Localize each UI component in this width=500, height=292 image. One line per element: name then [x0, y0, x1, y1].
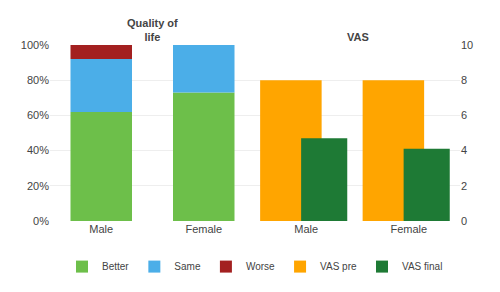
svg-text:60%: 60% — [27, 109, 49, 121]
svg-text:0: 0 — [461, 215, 467, 227]
svg-text:Female: Female — [390, 223, 427, 235]
svg-text:VAS final: VAS final — [402, 261, 442, 272]
svg-text:4: 4 — [461, 144, 467, 156]
svg-text:100%: 100% — [21, 39, 49, 51]
svg-text:20%: 20% — [27, 180, 49, 192]
svg-text:Male: Male — [294, 223, 318, 235]
svg-text:8: 8 — [461, 74, 467, 86]
svg-text:Better: Better — [102, 261, 129, 272]
svg-text:80%: 80% — [27, 74, 49, 86]
svg-text:Worse: Worse — [246, 261, 275, 272]
svg-text:40%: 40% — [27, 144, 49, 156]
svg-text:Quality oflife: Quality oflife — [127, 17, 178, 43]
svg-text:VAS: VAS — [347, 31, 369, 43]
svg-text:VAS pre: VAS pre — [320, 261, 357, 272]
svg-text:Male: Male — [89, 223, 113, 235]
svg-text:0%: 0% — [33, 215, 49, 227]
svg-text:Female: Female — [185, 223, 222, 235]
svg-text:2: 2 — [461, 180, 467, 192]
svg-text:Same: Same — [174, 261, 201, 272]
svg-text:10: 10 — [461, 39, 473, 51]
svg-text:6: 6 — [461, 109, 467, 121]
